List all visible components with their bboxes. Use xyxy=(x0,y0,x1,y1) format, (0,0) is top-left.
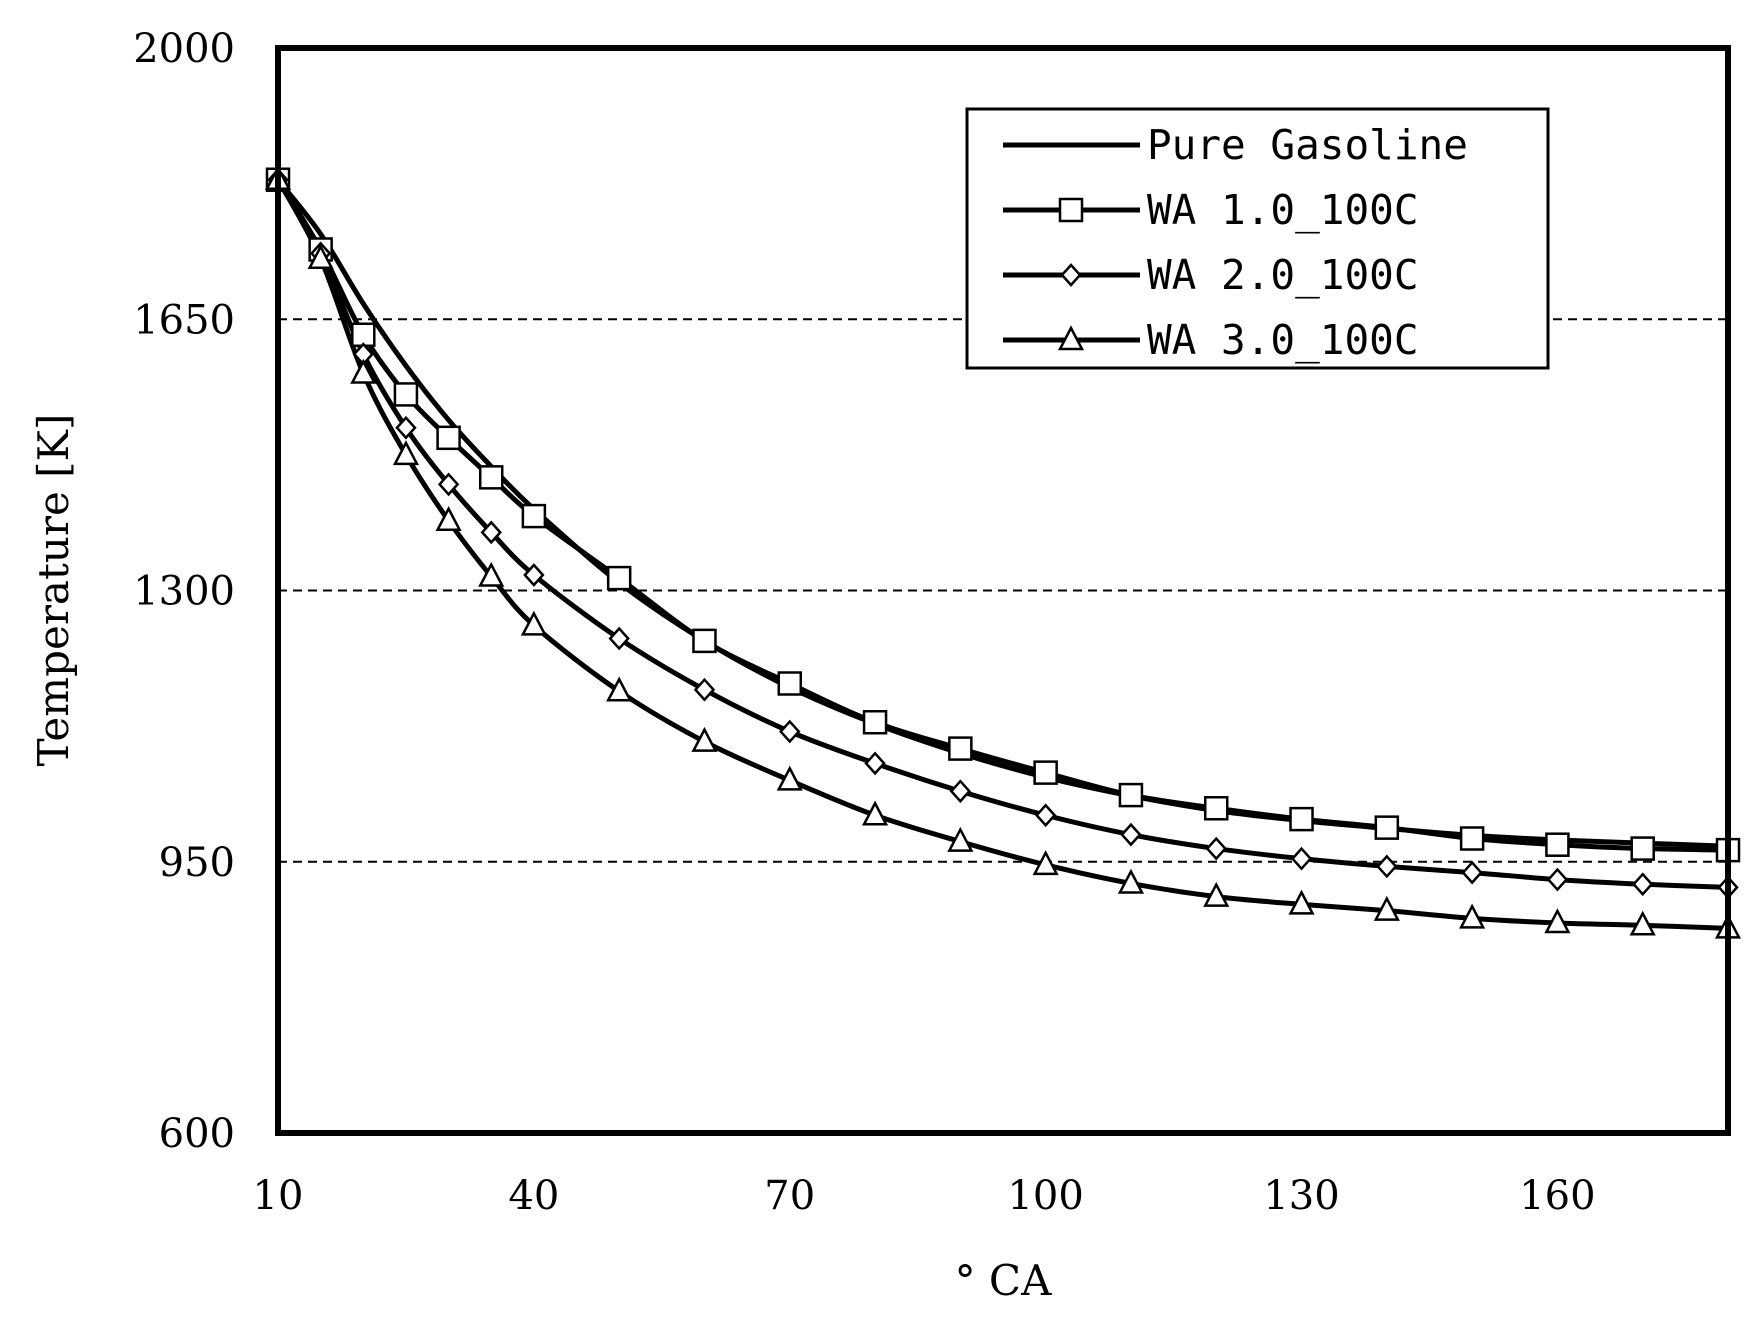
data-point-square xyxy=(1630,836,1655,861)
data-point-square xyxy=(862,710,888,735)
data-point-square xyxy=(692,628,717,654)
data-point-diamond xyxy=(1034,803,1057,828)
data-point-diamond xyxy=(1290,846,1313,871)
data-point-square xyxy=(1545,832,1570,857)
data-point-square xyxy=(393,382,419,407)
y-axis-title: Temperature [K] xyxy=(29,414,78,767)
data-point-square xyxy=(436,425,461,451)
data-point-triangle xyxy=(1373,895,1400,921)
data-point-diamond xyxy=(779,719,801,744)
data-point-triangle xyxy=(1629,910,1656,936)
data-point-square xyxy=(478,465,504,490)
data-point-triangle xyxy=(1288,889,1315,915)
data-point-triangle xyxy=(776,765,803,791)
gridlines xyxy=(278,318,1728,863)
x-tick-label: 40 xyxy=(508,1173,559,1219)
axis-ticks: 10 40 70 100 130 160 600 950 1300 1650 2000 xyxy=(133,26,1595,1219)
data-point-square xyxy=(1118,782,1144,808)
data-point-triangle xyxy=(392,440,420,466)
legend-box xyxy=(965,107,1550,370)
data-point-triangle xyxy=(691,726,718,752)
data-point-diamond xyxy=(693,677,716,702)
data-point-diamond xyxy=(1376,854,1398,879)
legend-marker-diamond xyxy=(1060,263,1082,287)
data-point-diamond xyxy=(523,563,545,587)
data-point-triangle xyxy=(861,800,889,826)
data-point-diamond xyxy=(437,472,460,497)
data-point-square xyxy=(1203,796,1229,821)
y-tick-label: 1300 xyxy=(133,569,235,615)
data-point-triangle xyxy=(1117,868,1145,894)
x-tick-label: 10 xyxy=(253,1173,304,1219)
y-tick-label: 600 xyxy=(159,1111,235,1157)
x-tick-label: 130 xyxy=(1263,1173,1339,1219)
legend-label-2: WA 2.0_100C xyxy=(1147,251,1419,299)
x-tick-label: 100 xyxy=(1007,1173,1083,1219)
data-point-diamond xyxy=(1120,822,1142,847)
data-point-triangle xyxy=(307,244,334,270)
legend-label-3: WA 3.0_100C xyxy=(1147,316,1419,364)
data-point-triangle xyxy=(1032,850,1059,876)
data-point-diamond xyxy=(1546,867,1569,892)
x-tick-label: 70 xyxy=(764,1173,815,1219)
data-point-diamond xyxy=(864,751,886,776)
plot-frame xyxy=(275,45,1731,1136)
legend-marker-triangle xyxy=(1057,325,1085,351)
data-point-diamond xyxy=(1632,872,1654,897)
data-point-square xyxy=(1459,826,1485,851)
data-point-triangle xyxy=(478,561,505,587)
data-point-diamond xyxy=(395,415,417,440)
data-point-triangle xyxy=(350,358,377,384)
series-markers xyxy=(264,165,1742,939)
x-axis-title: ° CA xyxy=(955,1256,1052,1305)
data-point-triangle xyxy=(435,506,462,531)
series-line-1 xyxy=(275,178,1729,853)
data-point-diamond xyxy=(480,520,502,545)
data-point-triangle xyxy=(606,676,633,702)
x-tick-label: 160 xyxy=(1519,1173,1595,1219)
data-point-square xyxy=(521,503,547,529)
y-tick-label: 2000 xyxy=(133,26,235,72)
data-point-square xyxy=(1289,806,1314,832)
data-point-triangle xyxy=(520,610,547,636)
y-tick-label: 950 xyxy=(159,840,235,886)
data-point-triangle xyxy=(947,826,974,852)
data-point-diamond xyxy=(949,779,972,804)
data-point-diamond xyxy=(608,626,630,651)
data-point-triangle xyxy=(1544,908,1571,934)
legend: Pure Gasoline WA 1.0_100C WA 2.0_100C WA 3.… xyxy=(965,107,1550,370)
legend-label-1: WA 1.0_100C xyxy=(1147,186,1419,234)
legend-label-0: Pure Gasoline xyxy=(1147,121,1468,169)
data-point-square xyxy=(948,736,973,761)
data-point-diamond xyxy=(1461,860,1483,885)
data-point-square xyxy=(1033,760,1058,785)
data-point-diamond xyxy=(1205,836,1227,861)
data-point-triangle xyxy=(1203,881,1230,907)
y-tick-label: 1650 xyxy=(133,297,235,343)
data-point-square xyxy=(1374,815,1400,840)
legend-marker-square xyxy=(1058,197,1084,223)
data-point-square xyxy=(777,671,803,696)
data-point-square xyxy=(606,565,632,591)
data-point-triangle xyxy=(1459,903,1486,929)
